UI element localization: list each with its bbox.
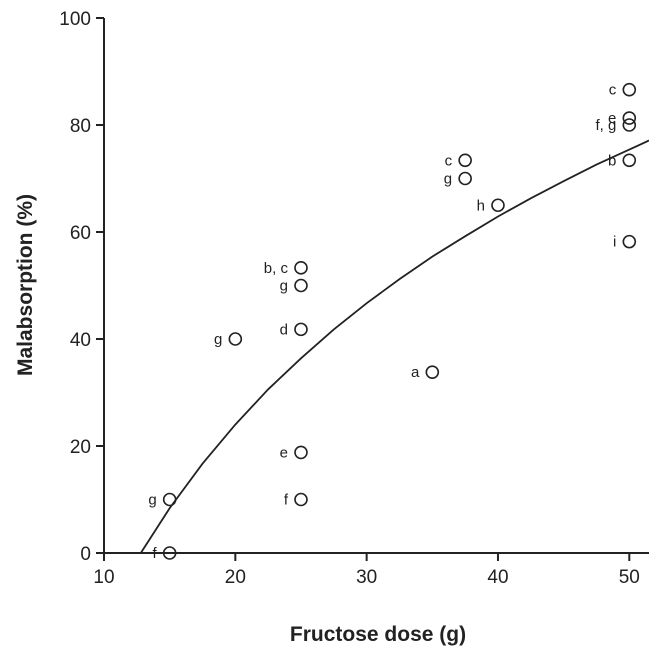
axes <box>103 18 649 554</box>
data-point-label: e <box>608 110 616 127</box>
data-point-label: c <box>609 82 617 99</box>
data-point <box>458 171 472 186</box>
data-point-label: g <box>280 278 288 295</box>
y-ticks: 0 20 40 60 80 100 <box>59 9 104 565</box>
data-point <box>162 492 177 507</box>
data-point <box>294 322 308 337</box>
x-tick-label-10: 10 <box>93 567 114 588</box>
x-tick-label-40: 40 <box>487 567 508 588</box>
data-point-label: f <box>284 492 289 509</box>
data-point <box>294 278 308 293</box>
data-point-label: h <box>477 197 485 214</box>
fit-curve <box>140 139 649 554</box>
y-tick-label-100: 100 <box>59 9 91 30</box>
x-tick-label-20: 20 <box>225 567 246 588</box>
y-tick-label-0: 0 <box>80 544 91 565</box>
data-point <box>491 198 505 213</box>
data-point <box>622 153 637 168</box>
data-point <box>622 118 637 132</box>
data-point <box>622 111 637 125</box>
data-point <box>425 365 440 379</box>
x-tick-label-50: 50 <box>619 567 640 588</box>
data-point <box>228 332 243 346</box>
data-point <box>294 261 308 275</box>
data-point-label: f, g <box>595 117 616 134</box>
y-tick-label-80: 80 <box>70 116 91 137</box>
x-axis-title: Fructose dose (g) <box>290 623 466 646</box>
data-point-label: i <box>613 234 616 251</box>
data-point <box>162 546 177 560</box>
data-point-label: f <box>152 545 157 562</box>
data-point-label: a <box>411 364 420 381</box>
data-point-label: b, c <box>264 260 289 277</box>
data-point <box>294 445 308 460</box>
x-ticks: 10 20 30 40 50 <box>93 553 640 588</box>
data-point-label: g <box>444 171 452 188</box>
data-point <box>622 82 637 97</box>
data-point <box>294 492 308 507</box>
data-point-label: b <box>608 152 616 169</box>
data-point <box>622 234 637 249</box>
x-tick-label-30: 30 <box>356 567 377 588</box>
data-point-label: e <box>280 444 288 461</box>
data-point-label: g <box>214 331 222 348</box>
y-axis-title: Malabsorption (%) <box>14 194 37 376</box>
y-tick-label-20: 20 <box>70 437 91 458</box>
data-point-label: d <box>280 321 288 338</box>
y-tick-label-60: 60 <box>70 223 91 244</box>
data-point-label: g <box>148 492 156 509</box>
data-points <box>162 82 637 560</box>
data-point-label: c <box>445 152 453 169</box>
y-tick-label-40: 40 <box>70 330 91 351</box>
data-point <box>458 153 472 168</box>
